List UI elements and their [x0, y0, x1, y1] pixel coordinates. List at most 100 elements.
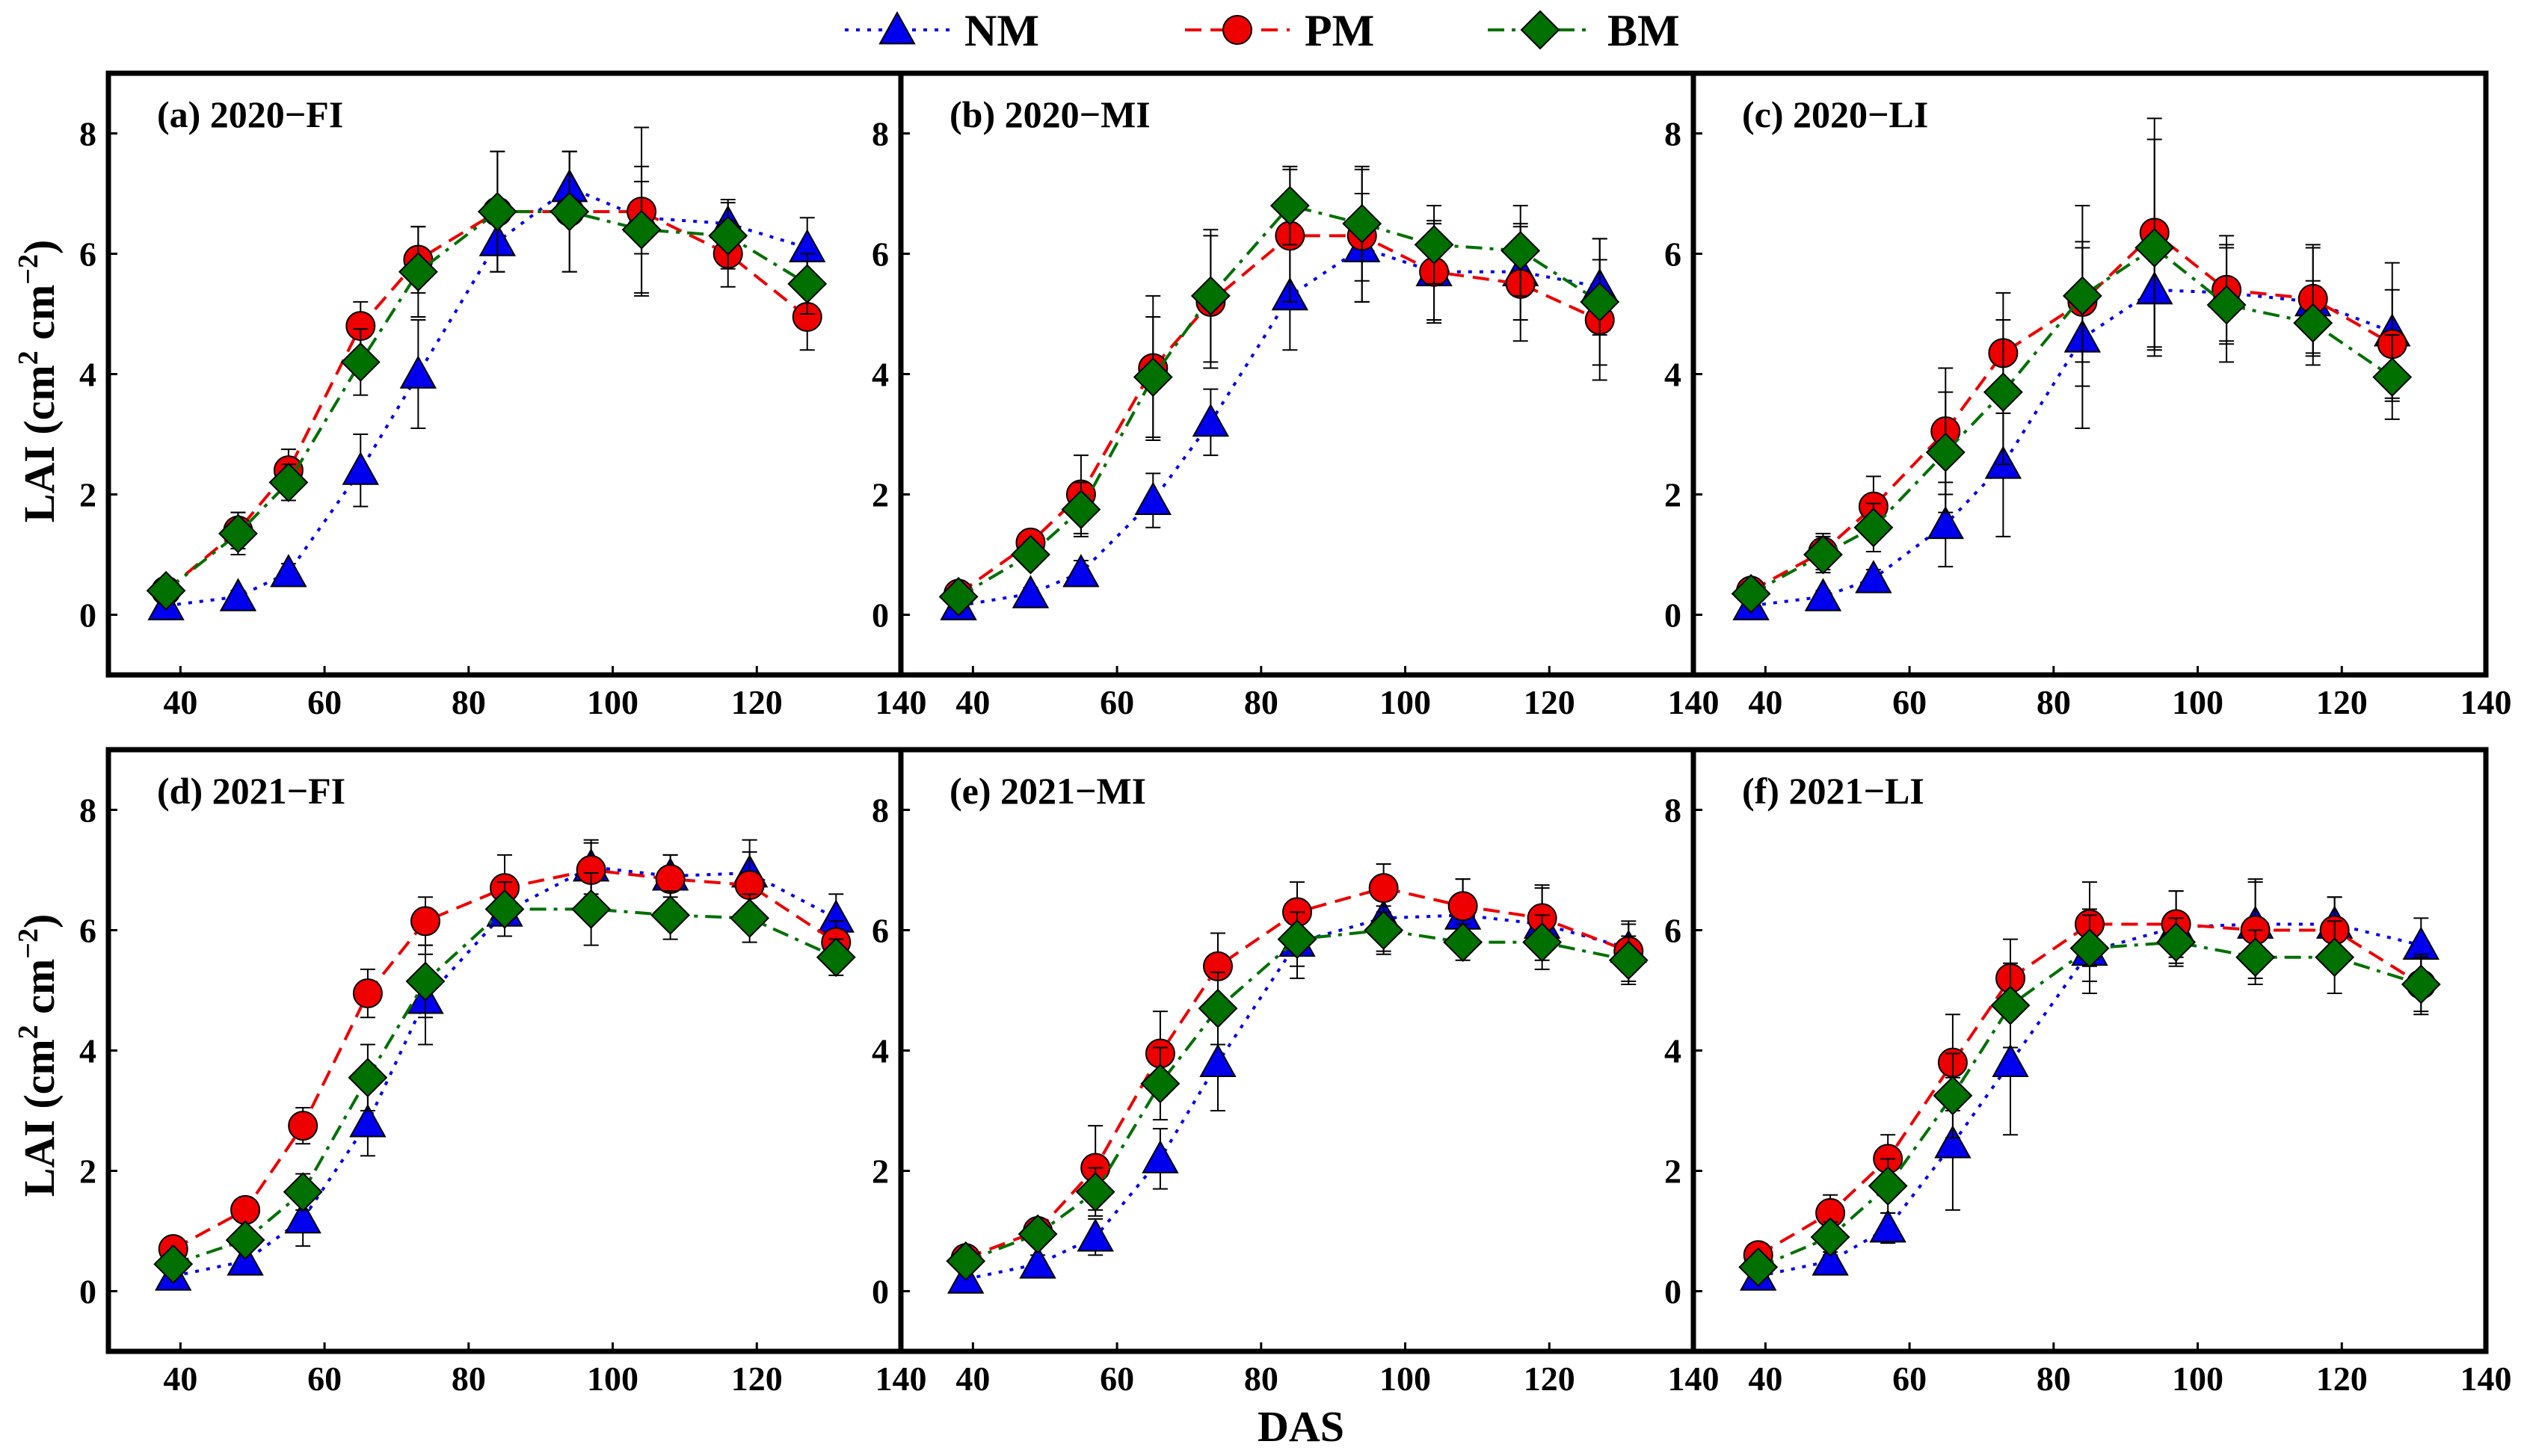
data-point — [1192, 403, 1230, 437]
y-tick-label: 0 — [79, 596, 96, 635]
series-pm — [158, 842, 852, 1265]
y-tick-label: 8 — [1664, 792, 1681, 830]
x-tick-label: 80 — [1244, 683, 1278, 721]
panel-title: (d) 2021−FI — [157, 770, 345, 812]
x-tick-label: 60 — [1100, 683, 1134, 721]
y-tick-label: 0 — [1664, 596, 1681, 635]
data-point — [270, 554, 307, 587]
x-tick-label: 100 — [2172, 1360, 2223, 1398]
legend-marker-circle — [1222, 15, 1252, 45]
data-point — [1500, 231, 1541, 271]
panel-frame — [898, 70, 1696, 678]
legend-label: NM — [964, 6, 1039, 55]
series-bm — [938, 165, 1620, 617]
data-point — [1992, 1043, 2029, 1077]
series-pm — [1736, 117, 2407, 606]
data-point — [1443, 922, 1483, 963]
x-tick-label: 60 — [1892, 1360, 1927, 1398]
y-axis-title-superscript: −2 — [13, 254, 44, 285]
data-point — [1934, 1125, 1972, 1159]
data-point — [342, 451, 379, 485]
data-point — [2134, 228, 2175, 268]
y-tick-label: 0 — [1664, 1273, 1681, 1311]
legend: NM PM BM — [845, 6, 1680, 55]
data-point — [146, 570, 186, 611]
data-point — [938, 576, 979, 617]
data-point — [1269, 185, 1310, 226]
x-tick-label: 40 — [163, 1360, 197, 1398]
series-bm — [153, 872, 856, 1284]
x-tick-label: 100 — [587, 683, 638, 721]
data-point — [1810, 1217, 1850, 1257]
data-point — [550, 191, 590, 232]
panel-title: (f) 2021−LI — [1742, 770, 1924, 812]
series-bm — [946, 905, 1649, 1281]
legend-item-pm: PM — [1185, 6, 1374, 55]
series-line — [965, 886, 1629, 1260]
y-tick-label: 6 — [1664, 235, 1681, 274]
y-tick-label: 0 — [79, 1273, 96, 1311]
x-tick-label: 120 — [731, 683, 783, 721]
x-tick-label: 40 — [1748, 683, 1782, 721]
y-axis-title-text: LAI (cm — [15, 1039, 64, 1197]
data-point — [1447, 891, 1478, 922]
data-point — [352, 978, 383, 1009]
data-point — [477, 191, 517, 232]
legend-label: PM — [1305, 6, 1374, 55]
data-point — [1011, 534, 1050, 575]
y-tick-label: 2 — [872, 1153, 889, 1191]
series-line — [173, 865, 837, 1278]
legend-marker-triangle — [878, 10, 916, 45]
data-point — [1414, 225, 1454, 265]
data-point — [1019, 1245, 1056, 1279]
data-point — [1855, 560, 1892, 593]
data-point — [1012, 575, 1050, 608]
data-point — [218, 513, 258, 554]
data-point — [1580, 282, 1620, 322]
data-point — [1933, 1076, 1973, 1116]
data-point — [650, 895, 691, 935]
data-point — [410, 906, 440, 937]
data-point — [1738, 1247, 1779, 1287]
y-tick-label: 2 — [1664, 476, 1681, 514]
x-tick-label: 60 — [307, 683, 342, 721]
x-tick-label: 140 — [2460, 683, 2512, 721]
y-axis-title-text: cm — [15, 285, 64, 351]
data-point — [2206, 285, 2247, 325]
data-point — [1927, 505, 1964, 540]
series-bm — [1738, 914, 2441, 1287]
legend-item-bm: BM — [1488, 6, 1680, 55]
y-tick-label: 6 — [872, 912, 889, 950]
y-tick-label: 2 — [872, 476, 889, 514]
y-tick-label: 4 — [872, 1032, 889, 1070]
y-tick-label: 6 — [79, 912, 96, 950]
series-line — [164, 210, 808, 592]
y-tick-label: 6 — [1664, 912, 1681, 950]
data-point — [288, 1111, 318, 1141]
data-point — [284, 1200, 321, 1234]
y-tick-label: 4 — [1664, 356, 1681, 394]
x-tick-label: 60 — [307, 1360, 342, 1398]
data-point — [1198, 988, 1238, 1028]
data-point — [225, 1220, 265, 1260]
panel-frame — [1690, 747, 2489, 1354]
series-bm — [1731, 138, 2413, 614]
y-tick-label: 4 — [872, 356, 889, 394]
data-point — [1853, 508, 1894, 548]
y-tick-label: 0 — [872, 596, 889, 635]
panel-title: (b) 2020−MI — [949, 93, 1151, 135]
x-tick-label: 80 — [452, 683, 486, 721]
x-tick-label: 80 — [2037, 683, 2071, 721]
series-line — [1750, 288, 2393, 608]
x-tick-label: 140 — [1668, 683, 1720, 721]
data-point — [1190, 276, 1231, 316]
series-bm — [146, 150, 828, 611]
x-tick-label: 60 — [1892, 683, 1927, 721]
x-tick-label: 140 — [875, 683, 927, 721]
legend-item-nm: NM — [845, 6, 1039, 55]
data-point — [1062, 554, 1100, 587]
x-tick-label: 80 — [1244, 1360, 1278, 1398]
